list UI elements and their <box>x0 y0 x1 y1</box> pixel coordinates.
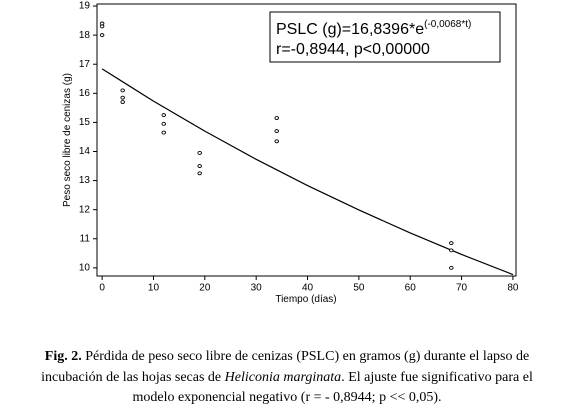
data-point <box>120 100 125 104</box>
annotation-box <box>269 11 501 63</box>
x-tick-label: 10 <box>148 283 160 294</box>
caption-label: Fig. 2. <box>45 349 82 364</box>
data-point <box>120 88 125 93</box>
plot-frame <box>96 3 517 277</box>
caption-species: Heliconia marginata <box>224 370 342 385</box>
data-point <box>274 129 279 134</box>
x-tick-label: 0 <box>99 283 105 294</box>
data-point <box>99 33 105 38</box>
y-tick-label: 18 <box>79 30 91 41</box>
data-point <box>197 150 202 155</box>
y-tick-label: 12 <box>79 204 91 215</box>
caption-text: Pérdida de peso seco libre de cenizas (P… <box>82 349 529 364</box>
y-tick-label: 15 <box>79 117 91 128</box>
data-point <box>197 171 202 176</box>
x-tick-label: 60 <box>405 283 417 294</box>
data-point <box>161 130 167 135</box>
y-tick-label: 11 <box>80 233 91 244</box>
x-tick-label: 70 <box>456 283 468 294</box>
data-point <box>274 139 279 144</box>
x-tick-label: 30 <box>251 283 263 294</box>
data-point <box>161 121 167 126</box>
data-point <box>449 241 454 246</box>
x-axis-label: Tiempo (días) <box>275 294 336 305</box>
data-point <box>449 248 454 253</box>
x-tick-label: 80 <box>507 283 519 294</box>
y-axis-label: Peso seco libre de cenizas (g) <box>62 73 73 207</box>
annotation-text: PSLC (g)=16,8396*e <box>276 21 424 38</box>
annotation-exponent: (-0,0068*t) <box>424 19 471 30</box>
annotation-text: r=-0,8944, p<0,00000 <box>276 41 430 58</box>
fit-curve <box>101 68 514 276</box>
y-tick-label: 10 <box>79 262 91 273</box>
y-tick-label: 13 <box>79 175 91 186</box>
y-tick-label: 17 <box>79 59 91 70</box>
caption-text: incubación de las hojas secas de <box>41 370 225 385</box>
y-tick-label: 16 <box>79 88 91 99</box>
data-point <box>161 113 167 118</box>
x-tick-label: 40 <box>302 283 314 294</box>
data-point <box>449 265 454 270</box>
caption-line: incubación de las hojas secas de Helicon… <box>41 370 533 385</box>
data-point <box>120 95 125 100</box>
y-tick-label: 19 <box>79 1 91 12</box>
caption-line: Fig. 2. Pérdida de peso seco libre de ce… <box>45 349 529 364</box>
x-tick-label: 50 <box>353 283 365 294</box>
data-point <box>99 24 105 29</box>
y-tick-label: 14 <box>79 146 91 157</box>
data-point <box>274 116 279 120</box>
caption-line: modelo exponencial negativo (r = - 0,894… <box>132 390 441 405</box>
x-tick-label: 20 <box>199 283 211 294</box>
data-point <box>197 164 202 168</box>
caption-text: . El ajuste fue significativo para el <box>341 370 533 385</box>
annotation-line: PSLC (g)=16,8396*e(-0,0068*t) <box>276 19 471 38</box>
